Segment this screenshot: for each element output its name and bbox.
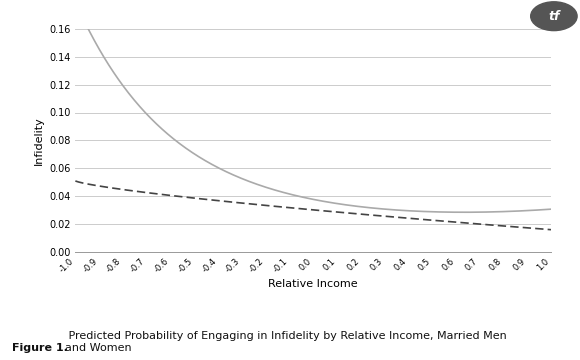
Y-axis label: Infidelity: Infidelity bbox=[34, 116, 44, 165]
Text: Figure 1.: Figure 1. bbox=[12, 343, 67, 353]
Text: tf: tf bbox=[548, 10, 560, 23]
X-axis label: Relative Income: Relative Income bbox=[269, 279, 358, 289]
Text: Predicted Probability of Engaging in Infidelity by Relative Income, Married Men
: Predicted Probability of Engaging in Inf… bbox=[65, 331, 507, 353]
